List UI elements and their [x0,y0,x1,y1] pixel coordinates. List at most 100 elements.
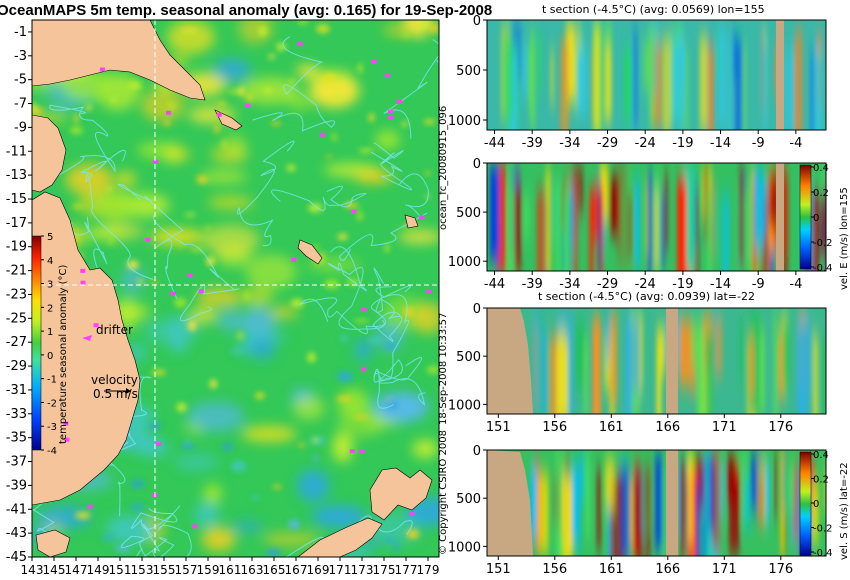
section-patch [760,179,771,238]
anomaly-patch [198,170,248,184]
anomaly-patch [202,224,260,256]
map-y-tick-label: -3 [14,49,27,64]
bathymetry-contour [120,523,175,557]
anomaly-eddy [206,226,210,231]
section-1-field [501,21,823,130]
drifter-point [198,289,204,294]
vel-cb-tick-label: -0.2 [813,238,833,249]
section-patch [739,315,744,384]
anomaly-patch [210,145,249,165]
anomaly-patch [141,89,185,122]
anomaly-eddy [290,298,304,308]
section-patch [545,167,551,271]
anomaly-eddy [255,392,265,400]
drifter-point [319,132,325,137]
map-x-tick-label: 169 [307,563,330,577]
section-patch [496,163,506,271]
bathymetry-contour [299,285,412,335]
section-x-tick-label: -4 [789,136,802,151]
section-4-field [530,450,826,556]
map-x-tick-label: 145 [43,563,66,577]
section-patch [579,451,585,501]
section-patch [821,338,826,414]
velocity-arrowhead [126,388,131,394]
section-patch [555,451,566,556]
anomaly-patch [332,432,353,463]
section-patch [577,464,581,554]
section-patch [743,478,751,529]
anomaly-patch [207,195,254,211]
section-y-tick-label: 500 [456,64,481,79]
bathymetry-contour [370,142,413,191]
drifter-point [409,512,415,517]
velocity-value: 0.5 m/s [93,387,138,401]
section-patch [696,481,701,556]
vel-cb-tick-label: 0 [813,213,819,224]
temp-colorbar-ticks: 5 4 3 2 1 0 -1 -2 -3 -4 [41,232,57,457]
section-patch [561,474,572,538]
map-x-tick-label: 151 [109,563,132,577]
anomaly-eddy [115,546,131,552]
anomaly-eddy [188,320,197,332]
map-y-tick-label: -19 [6,240,27,255]
anomaly-eddy [307,352,316,363]
section-patch [585,453,591,538]
section-patch [536,189,546,271]
drifter-point [361,366,367,371]
anomaly-eddy [394,542,399,552]
section-patch [718,25,726,127]
section-patch [699,35,709,130]
section-patch [713,187,718,259]
anomaly-patch [311,505,366,528]
map-y-tick-label: -9 [14,120,27,135]
anomaly-eddy [149,422,161,429]
section-x-tick-label: -14 [710,136,731,151]
section-patch [703,457,707,556]
map-y-tick-label: -27 [6,335,27,350]
section-patch [813,49,823,130]
drifter-point [216,112,222,117]
drifter-label: drifter [96,323,133,337]
section-x-tick-label: -14 [710,277,731,292]
anomaly-eddy [353,415,369,419]
anomaly-eddy [335,93,343,101]
section-patch [769,177,778,227]
section-x-tick-label: 161 [599,420,624,435]
section-3-land [487,308,533,414]
drifter-point [297,42,303,47]
section-patch [726,33,733,130]
anomaly-eddy [131,504,144,511]
section-patch [590,186,603,240]
map-x-tick-label: 155 [153,563,176,577]
map-y-tick-label: -15 [6,192,27,207]
section-patch [604,45,612,123]
section-x-tick-label: 176 [768,562,793,577]
section-4-ticks: 151 156 161 166 171 176 0 500 1000 [448,444,793,577]
section-patch [705,327,715,414]
anomaly-eddy [101,535,117,540]
vel-cb-tick-label: -0.4 [813,263,833,274]
section-patch [620,170,631,270]
anomaly-eddy [324,279,340,290]
section-3-frame [486,307,827,415]
section-1-frame [486,19,827,131]
vel-cb-tick-label: -0.4 [813,548,833,559]
anomaly-eddy [356,210,363,222]
map-y-tick-label: -45 [6,550,27,565]
section-x-tick-label: -19 [672,136,693,151]
bathymetry-contour [375,286,426,406]
section-patch [677,178,687,271]
section-x-tick-label: -9 [752,277,765,292]
anomaly-eddy [136,279,145,284]
anomaly-patch [295,64,319,79]
map-x-tick-label: 147 [65,563,88,577]
map-x-tick-label: 157 [175,563,198,577]
vel-e-colorbar [799,164,812,270]
bathymetry-contour [80,149,154,280]
drifter-point [166,110,171,115]
anomaly-patch [412,439,439,459]
section-patch [806,318,812,398]
section-patch [623,48,632,121]
anomaly-eddy [272,484,282,489]
bathymetry-contour [117,183,184,299]
